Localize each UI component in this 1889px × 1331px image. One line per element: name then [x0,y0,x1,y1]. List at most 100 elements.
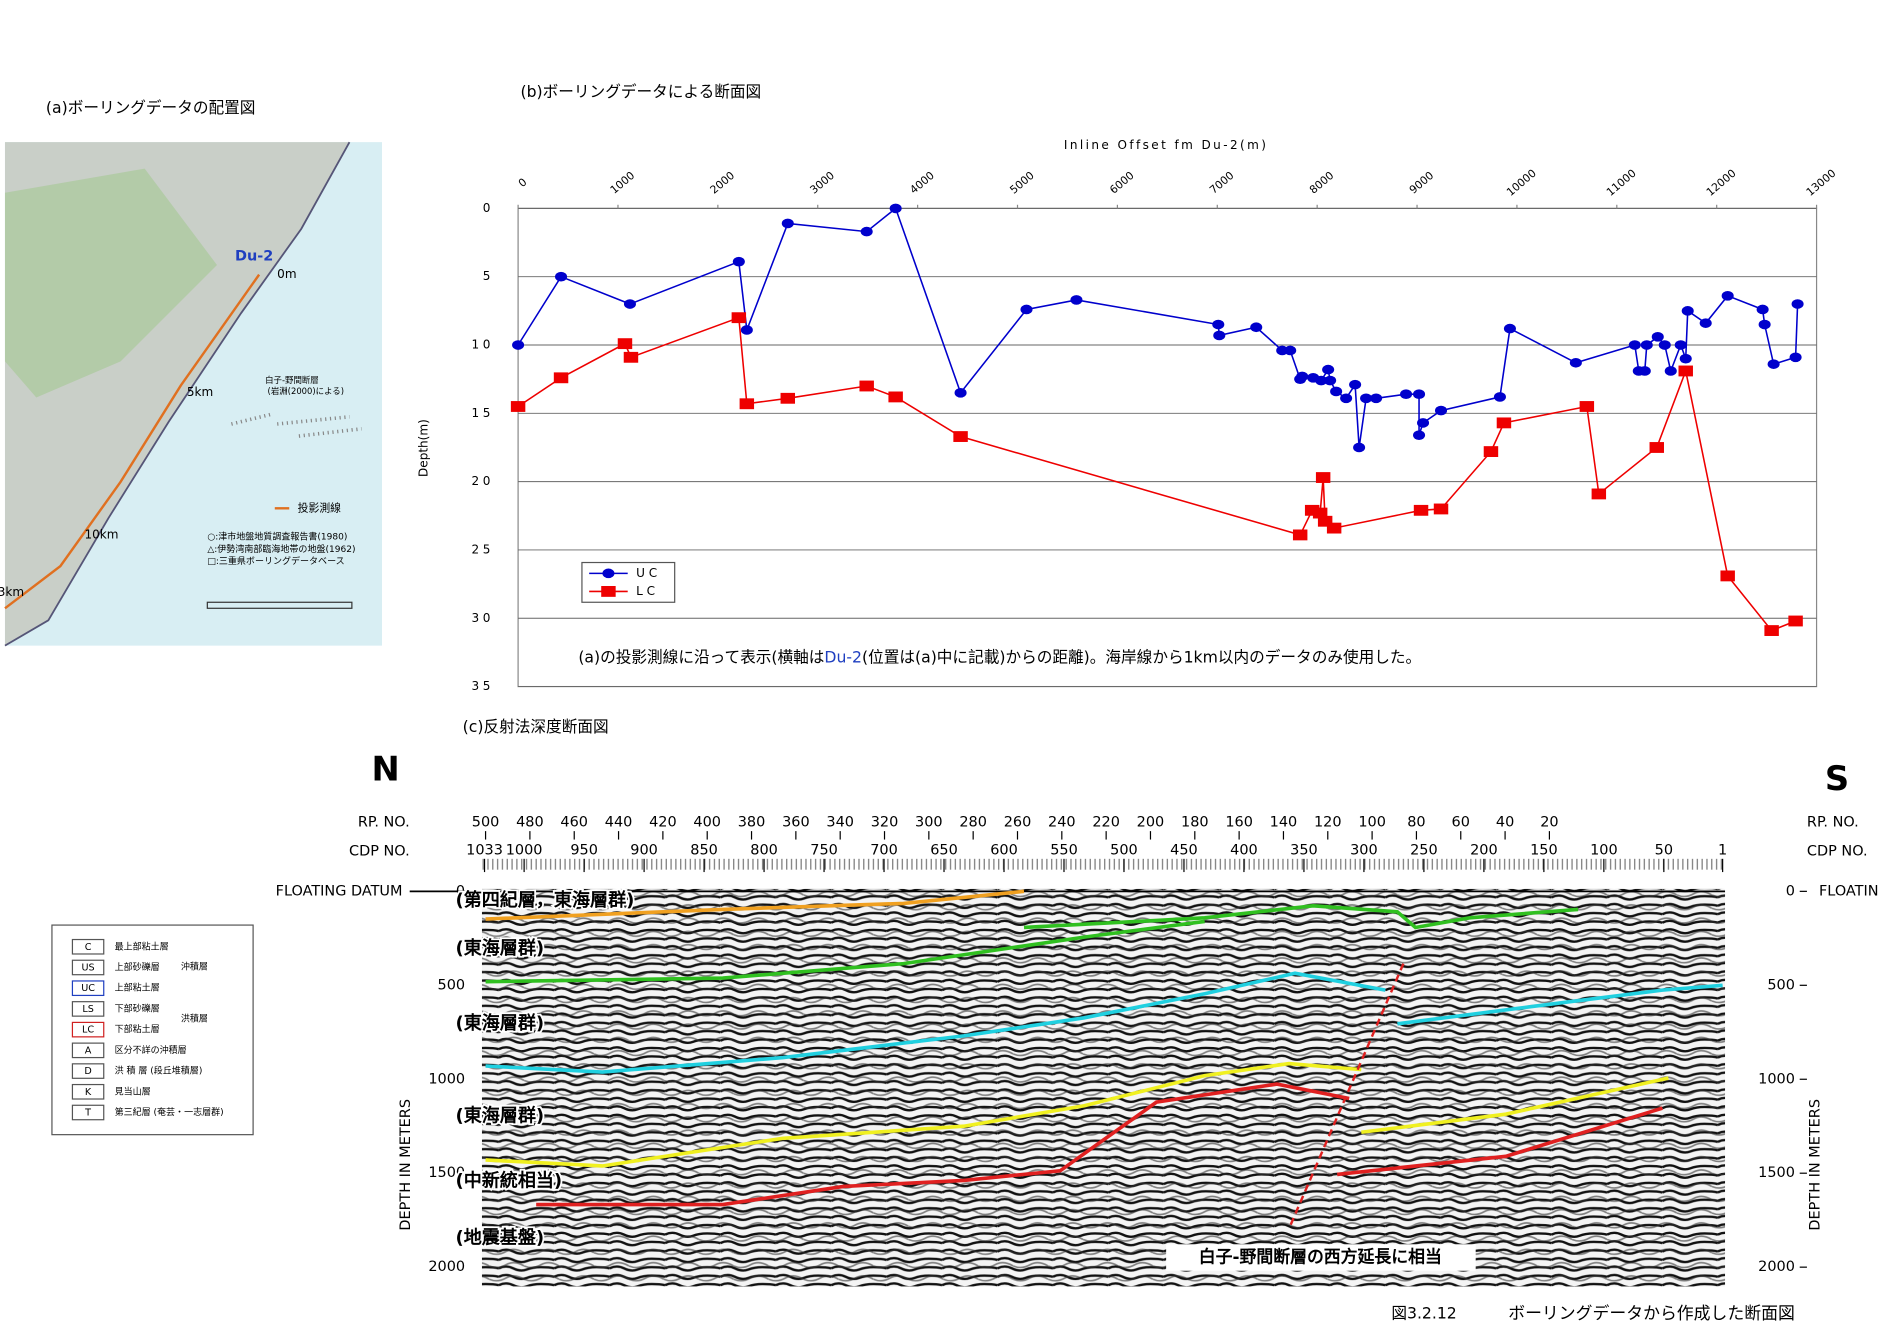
point [1434,405,1448,416]
annotation-part: Du-2 [824,647,862,666]
datum-label: FLOATIN [1819,883,1879,899]
projection-line [4,273,261,610]
code: T [84,1107,91,1118]
point [1789,352,1802,363]
point [553,372,569,384]
rp-tick-label: 360 [782,815,810,831]
cdp-ruler [481,858,1726,870]
point [1020,304,1033,315]
depth-tick-label: 2000 [428,1259,465,1275]
depth-tick-label: 1500 [1758,1165,1795,1181]
cdp-tick-label: 950 [570,842,598,858]
fault-label: 白子-野間断層 [265,375,319,385]
rp-tick-label: 260 [1004,815,1032,831]
caption-text: ボーリングデータから作成した断面図 [1508,1303,1795,1323]
coastline [4,141,351,647]
code: LC [82,1025,94,1036]
stratum-name: 上部砂礫層 [115,961,160,973]
km-label: 10km [84,527,118,541]
point [1664,366,1677,376]
point [1312,507,1328,519]
cdp-tick-label: 600 [990,842,1018,858]
point [1758,319,1771,330]
layer-label: (東海層群) [455,1105,544,1127]
rp-tick-label: 100 [1358,815,1386,831]
cdp-tick-label: 750 [810,842,838,858]
point [1674,340,1687,350]
stratum-name: 最上部粘土層 [115,940,169,952]
point [1640,340,1653,350]
point [1315,472,1331,483]
rp-tick-label: 60 [1452,815,1470,831]
rp-tick-label: 20 [1540,815,1558,831]
cdp-tick-label: 500 [1110,842,1138,858]
cdp-label: CDP NO. [1807,844,1868,860]
point [1638,366,1651,376]
point [1433,503,1449,515]
point [1767,359,1780,369]
layer-label: (地震基盤) [455,1226,544,1248]
south-label: S [1825,759,1849,798]
x-tick-label: 13000 [1804,167,1839,199]
stratum-name: 第三紀層 (奄芸・一志層群) [115,1106,224,1118]
point [1315,375,1328,386]
seismic-texture [481,888,1726,1287]
point [1493,392,1506,402]
code: K [85,1087,92,1098]
rp-tick-label: 200 [1137,815,1165,831]
point [740,325,753,335]
cdp-tick-label: 1000 [506,842,543,858]
stratum-name: 見当山層 [115,1085,151,1097]
rp-tick-label: 80 [1407,815,1425,831]
cdp-tick-label: 850 [690,842,718,858]
point [780,392,796,404]
point [1721,291,1734,301]
point [1370,393,1383,404]
cdp-tick-label: 200 [1470,842,1498,858]
x-tick-label: 7000 [1207,169,1237,197]
cdp-tick-label: 450 [1170,842,1198,858]
horizon [485,919,1205,984]
rp-tick-label: 460 [560,815,588,831]
code-box [71,938,105,955]
x-tick-label: 5000 [1007,169,1037,197]
depth-tick-label: 0 [1786,883,1795,899]
y-tick-label: 35 [471,679,494,693]
depth-tick-label: 2000 [1758,1259,1795,1275]
point [1679,353,1692,364]
x-tick-label: 11000 [1604,167,1639,199]
layer-label: (第四紀層，東海層群) [455,889,634,911]
rp-tick-label: 380 [738,815,766,831]
layer-label: (中新統相当) [455,1170,562,1192]
point [1791,299,1804,309]
point [1417,418,1430,428]
stratum-name: 下部砂礫層 [115,1002,160,1014]
cdp-tick-label: 150 [1530,842,1558,858]
note-box [1166,1244,1476,1271]
point [1317,515,1333,527]
y-tick-label: 5 [483,269,494,283]
y-tick-label: 25 [471,542,494,556]
legend-marker [602,568,615,579]
rp-tick-label: 40 [1496,815,1514,831]
point [1213,330,1226,341]
point [1413,504,1429,516]
point [859,380,874,392]
x-tick-label: 2000 [708,169,738,197]
y-tick-label: 20 [471,474,494,488]
y-tick-label: 10 [471,338,494,352]
annotation-part: (a)の投影測線に沿って表示(横軸は [578,647,824,666]
map-ref: ○:津市地盤地質調査報告書(1980) [207,531,347,543]
point [731,312,747,324]
cdp-tick-label: 700 [870,842,898,858]
rp-tick-label: 500 [472,815,500,831]
point [860,226,873,237]
point [954,388,967,398]
point [1496,417,1512,429]
point [1756,304,1769,315]
point [1212,319,1225,330]
fault-source: (岩淵(2000)による) [268,386,344,396]
code: LS [82,1004,93,1015]
y-tick-label: 0 [483,201,494,215]
